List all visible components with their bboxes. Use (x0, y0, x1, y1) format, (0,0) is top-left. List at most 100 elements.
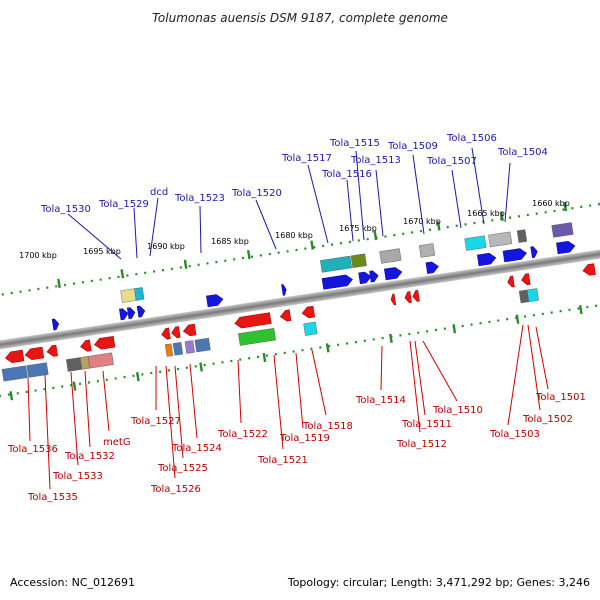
gene-label-tola-1506[interactable]: Tola_1506 (446, 133, 497, 144)
reverse-feature-box (184, 340, 195, 354)
gene-label-tola-1518[interactable]: Tola_1518 (302, 421, 353, 432)
forward-feature-box (516, 229, 528, 243)
gene-label-tola-1511[interactable]: Tola_1511 (401, 419, 452, 430)
forward-feature-box (488, 231, 513, 248)
gene-label-tola-1514[interactable]: Tola_1514 (355, 395, 406, 406)
gene-label-tola-1502[interactable]: Tola_1502 (522, 414, 573, 425)
gene-label-tola-1503[interactable]: Tola_1503 (489, 429, 540, 440)
gene-label-tola-1522[interactable]: Tola_1522 (217, 429, 268, 440)
gene-label-tola-1523[interactable]: Tola_1523 (174, 193, 225, 204)
major-tick (310, 240, 314, 250)
forward-feature-box (379, 248, 402, 264)
forward-gene-arrow (530, 246, 538, 259)
gene-label-tola-1512[interactable]: Tola_1512 (396, 439, 447, 450)
gene-label-tola-1501[interactable]: Tola_1501 (535, 392, 586, 403)
major-tick (72, 381, 77, 391)
gene-label-tola-1516[interactable]: Tola_1516 (321, 169, 372, 180)
scale-label-1660: 1660 kbp (532, 199, 570, 208)
lower-scale-line (0, 299, 600, 400)
leader-line (375, 169, 384, 237)
leader-line (535, 326, 549, 390)
scale-label-1695: 1695 kbp (83, 247, 121, 256)
major-tick (9, 391, 14, 401)
gene-label-tola-1504[interactable]: Tola_1504 (497, 147, 548, 158)
reverse-gene-arrow (521, 273, 531, 286)
gene-label-tola-1527[interactable]: Tola_1527 (130, 416, 181, 427)
leader-line (527, 324, 541, 411)
forward-gene-arrow (126, 307, 136, 320)
reverse-strand-features (1, 263, 596, 382)
gene-label-tola-1532[interactable]: Tola_1532 (64, 451, 115, 462)
reverse-gene-arrow (507, 275, 515, 288)
leader-line (174, 365, 184, 459)
leader-line (67, 213, 122, 260)
gene-label-tola-1520[interactable]: Tola_1520 (231, 188, 282, 199)
leader-line (295, 352, 304, 429)
gene-label-tola-1509[interactable]: Tola_1509 (387, 141, 438, 152)
reverse-gene-arrow (161, 327, 171, 340)
reverse-gene-arrow (171, 326, 181, 339)
accession-text: Accession: NC_012691 (10, 576, 135, 589)
reverse-feature-box (194, 337, 211, 353)
forward-gene-arrow (556, 240, 576, 255)
gene-label-tola-1510[interactable]: Tola_1510 (432, 405, 483, 416)
reverse-gene-arrow (24, 346, 45, 361)
leader-line (237, 359, 242, 424)
reverse-feature-box (303, 321, 318, 336)
gene-label-tola-1524[interactable]: Tola_1524 (171, 443, 222, 454)
forward-gene-arrow (476, 252, 497, 267)
major-tick (57, 278, 61, 288)
forward-feature-box (350, 253, 367, 268)
leader-line (133, 207, 138, 259)
reverse-gene-arrow (279, 309, 292, 322)
forward-feature-box (418, 243, 436, 258)
major-tick (578, 304, 583, 315)
reverse-feature-box (164, 343, 174, 357)
forward-gene-labels: Tola_1504 Tola_1506 Tola_1507 Tola_1509 … (40, 133, 548, 260)
genome-summary-text: Topology: circular; Length: 3,471,292 bp… (287, 576, 590, 589)
scale-label-1680: 1680 kbp (275, 231, 313, 240)
gene-label-tola-1533[interactable]: Tola_1533 (52, 471, 103, 482)
scale-label-1685: 1685 kbp (211, 237, 249, 246)
major-tick (373, 230, 378, 241)
gene-label-tola-1529[interactable]: Tola_1529 (98, 199, 149, 210)
gene-label-tola-1521[interactable]: Tola_1521 (257, 455, 308, 466)
reverse-gene-arrow (5, 349, 25, 364)
leader-line (451, 169, 462, 229)
scale-label-1665: 1665 kbp (467, 209, 505, 218)
reverse-gene-arrow (94, 336, 116, 350)
forward-gene-arrow (358, 271, 372, 285)
scale-label-1700: 1700 kbp (19, 251, 57, 260)
leader-line (255, 199, 277, 250)
gene-label-tola-1519[interactable]: Tola_1519 (279, 433, 330, 444)
gene-label-dcd[interactable]: dcd (150, 187, 168, 198)
forward-gene-arrow (281, 284, 287, 296)
forward-gene-arrow (425, 261, 439, 274)
genome-backbone (0, 244, 600, 355)
genome-strip (0, 200, 600, 401)
leader-line (422, 340, 458, 402)
forward-gene-arrow (51, 318, 60, 331)
forward-gene-arrow (502, 248, 527, 263)
leader-line (84, 370, 91, 448)
reverse-gene-arrow (46, 344, 58, 357)
gene-label-tola-1513[interactable]: Tola_1513 (350, 155, 401, 166)
scale-label-1675: 1675 kbp (339, 224, 377, 233)
gene-label-tola-1526[interactable]: Tola_1526 (150, 484, 201, 495)
gene-label-tola-1535[interactable]: Tola_1535 (27, 492, 78, 503)
major-tick (325, 343, 330, 353)
gene-label-tola-1517[interactable]: Tola_1517 (281, 153, 332, 164)
leader-line (409, 340, 421, 433)
leader-line (355, 150, 365, 241)
gene-label-metg[interactable]: metG (103, 437, 131, 448)
genome-title: Tolumonas auensis DSM 9187, complete gen… (152, 11, 448, 25)
gene-label-tola-1536[interactable]: Tola_1536 (7, 444, 58, 455)
reverse-feature-box (172, 342, 184, 356)
scale-label-1690: 1690 kbp (147, 242, 185, 251)
gene-label-tola-1530[interactable]: Tola_1530 (40, 204, 91, 215)
gene-label-tola-1507[interactable]: Tola_1507 (426, 156, 477, 167)
reverse-feature-box (66, 357, 83, 372)
gene-label-tola-1515[interactable]: Tola_1515 (329, 138, 380, 149)
gene-label-tola-1525[interactable]: Tola_1525 (157, 463, 208, 474)
